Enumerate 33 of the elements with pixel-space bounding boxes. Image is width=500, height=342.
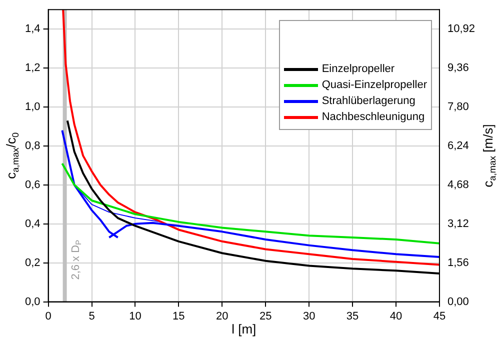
legend-label: Nachbeschleunigung	[322, 110, 425, 125]
x-tick-label: 10	[129, 310, 142, 322]
x-tick-label: 40	[390, 310, 402, 322]
x-axis-title: l [m]	[232, 322, 256, 337]
x-tick-label: 35	[346, 310, 359, 322]
y2-tick-label: 4,68	[447, 178, 469, 191]
y2-tick-label: 9,36	[447, 62, 469, 74]
y-tick-label: 0,6	[24, 178, 40, 191]
y2-axis-title: ca,max [m/s]	[480, 124, 498, 188]
y-tick-label: 1,2	[24, 62, 40, 74]
y2-tick-label: 1,56	[447, 256, 469, 269]
y-tick-label: 0,2	[24, 256, 40, 269]
y2-tick-label: 10,92	[447, 23, 476, 36]
legend-label: Einzelpropeller	[322, 62, 395, 77]
y2-tick-label: 7,80	[447, 101, 469, 114]
legend-label: Quasi-Einzelpropeller	[322, 78, 427, 93]
x-tick-label: 5	[88, 310, 95, 322]
x-tick-label: 30	[302, 310, 316, 322]
x-tick-label: 0	[45, 310, 52, 322]
y-axis-title: ca,max/c0	[4, 132, 20, 179]
y2-tick-label: 6,24	[447, 140, 469, 152]
legend-label: Strahlüberlagerung	[322, 94, 416, 109]
x-tick-label: 20	[216, 310, 228, 322]
x-tick-label: 45	[433, 310, 446, 322]
y-tick-label: 1,4	[24, 23, 40, 36]
y2-tick-label: 3,12	[447, 218, 469, 230]
y-tick-label: 0,4	[24, 218, 40, 230]
y2-tick-label: 0,00	[447, 296, 469, 308]
x-tick-label: 15	[172, 310, 185, 322]
y-tick-label: 0,0	[24, 296, 40, 308]
y-tick-label: 1,0	[24, 101, 40, 114]
y-tick-label: 0,8	[24, 140, 40, 152]
x-tick-label: 25	[259, 310, 272, 322]
